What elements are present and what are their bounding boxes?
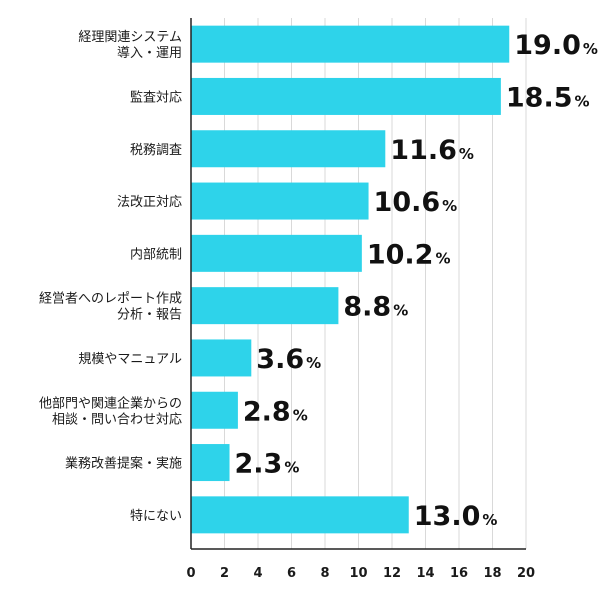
x-tick-label: 2 (220, 566, 229, 581)
bar (191, 444, 230, 482)
axes (190, 18, 526, 550)
category-label: 経営者へのレポート作成分析・報告 (39, 292, 182, 323)
bar (191, 287, 339, 325)
x-tick-labels: 0 2 4 6 8 10 12 14 16 18 20 (186, 566, 535, 581)
bar (191, 25, 510, 63)
x-tick-label: 20 (517, 566, 535, 581)
x-tick-label: 4 (253, 566, 262, 581)
bars (191, 25, 510, 534)
bar (191, 130, 386, 168)
bar (191, 339, 252, 377)
x-tick-label: 10 (349, 566, 367, 581)
value-label: 2.8% (243, 396, 308, 427)
category-label: 監査対応 (130, 89, 182, 105)
category-label: 他部門や関連企業からの相談・問い合わせ対応 (39, 395, 182, 427)
category-label: 内部統制 (130, 246, 182, 262)
category-label: 業務改善提案・実施 (65, 456, 182, 472)
x-tick-label: 8 (320, 566, 329, 581)
x-tick-label: 16 (450, 566, 468, 581)
bar (191, 496, 409, 534)
x-tick-label: 14 (416, 566, 434, 581)
bar (191, 182, 369, 220)
value-labels: 19.0 % 18.5 % 11.6 % 10.6 % 10.2 % 8.8 % 3.6 % 2.8 % 2.3… (235, 30, 598, 532)
bar (191, 391, 238, 429)
value-label: 13.0% (414, 501, 498, 532)
value-label: 3.6% (256, 344, 321, 375)
value-label: 19.0% (514, 30, 598, 61)
value-label: 2.3% (235, 449, 300, 480)
category-label: 税務調査 (130, 143, 182, 158)
x-tick-label: 0 (186, 566, 195, 581)
category-label: 特にない (130, 509, 182, 524)
category-label: 経理関連システム導入・運用 (78, 30, 182, 61)
x-tick-label: 6 (287, 566, 296, 581)
bar (191, 234, 362, 272)
category-label: 規模やマニュアル (78, 352, 182, 367)
x-tick-label: 12 (383, 566, 401, 581)
value-label: 18.5% (506, 82, 590, 113)
bar (191, 77, 501, 115)
value-label: 10.6% (374, 187, 458, 218)
category-labels: 経理関連システム導入・運用監査対応税務調査法改正対応内部統制経営者へのレポート作… (39, 30, 182, 524)
value-label: 8.8% (343, 292, 408, 323)
category-label: 法改正対応 (117, 195, 182, 210)
x-tick-label: 18 (483, 566, 501, 581)
value-label: 10.2% (367, 239, 451, 270)
value-label: 11.6% (390, 135, 474, 166)
